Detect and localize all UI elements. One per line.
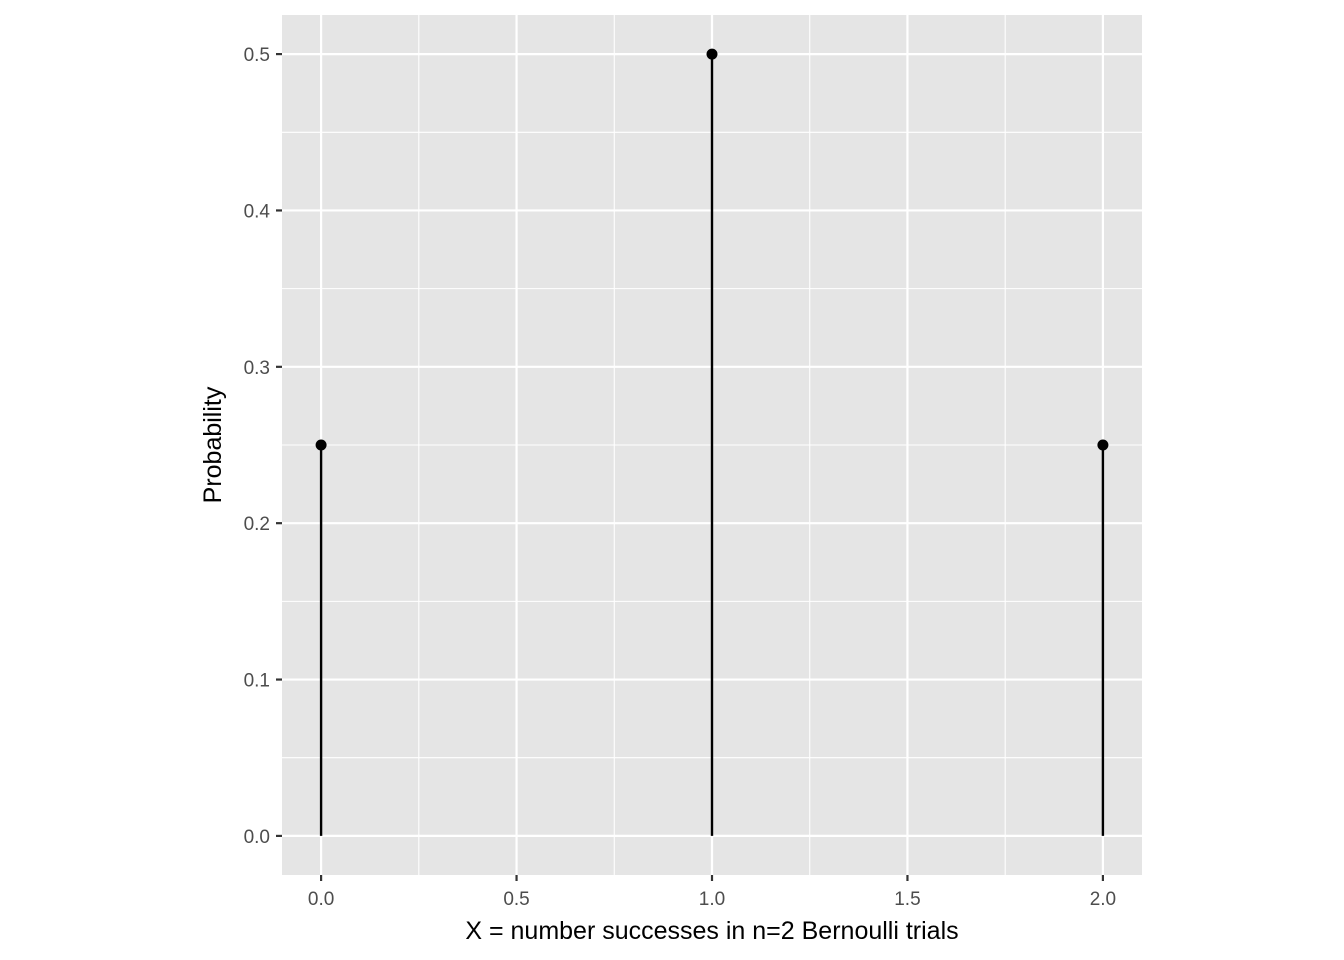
y-tick-label: 0.5 xyxy=(244,45,270,66)
point-series xyxy=(315,48,1109,451)
y-tick-label: 0.4 xyxy=(244,201,271,222)
x-tick-label: 1.0 xyxy=(699,889,725,910)
y-tick-label: 0.1 xyxy=(244,671,270,692)
y-tick-label: 0.2 xyxy=(244,514,270,535)
x-tick-label: 0.5 xyxy=(503,889,529,910)
x-tick-label: 2.0 xyxy=(1090,889,1116,910)
y-tick-label: 0.0 xyxy=(244,827,270,848)
x-axis-title: X = number successes in n=2 Bernoulli tr… xyxy=(465,917,958,945)
data-point xyxy=(315,439,327,451)
x-axis: 0.0 0.5 1.0 1.5 2.0 xyxy=(308,875,1116,910)
x-tick-label: 0.0 xyxy=(308,889,334,910)
y-tick-label: 0.3 xyxy=(244,358,270,379)
y-axis: 0.0 0.1 0.2 0.3 0.4 0.5 xyxy=(244,45,282,848)
y-axis-title: Probability xyxy=(199,386,227,503)
stem-series xyxy=(319,54,1105,836)
data-point xyxy=(1097,439,1109,451)
data-point xyxy=(706,48,718,60)
x-tick-label: 1.5 xyxy=(894,889,920,910)
